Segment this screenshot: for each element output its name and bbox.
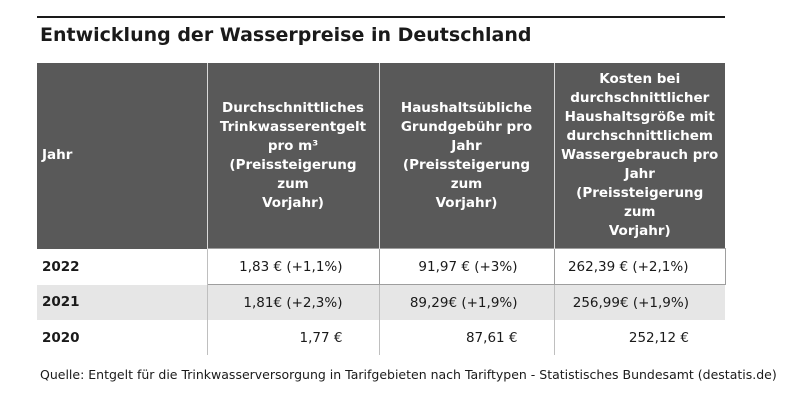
header-row: Jahr Durchschnittliches Trinkwasserentgel… — [37, 63, 725, 249]
header-line: Vorjahr) — [608, 223, 671, 239]
header-annual-cost: Kosten bei durchschnittlicher Haushaltsgrö… — [554, 63, 725, 249]
header-line: (Preissteigerung zum — [576, 185, 704, 220]
table-row: 2020 1,77 € 87,61 € 252,12 € — [37, 320, 725, 355]
price-per-m3-cell: 1,83 € (+1,1%) — [206, 248, 380, 285]
price-per-m3-cell: 1,77 € — [207, 320, 380, 355]
header-line: Kosten bei — [599, 71, 681, 87]
header-line: Vorjahr) — [262, 194, 324, 211]
header-line: Grundgebühr pro Jahr — [400, 118, 533, 154]
header-line: durchschnittlichem — [566, 128, 713, 144]
source-note: Quelle: Entgelt für die Trinkwasserverso… — [40, 367, 777, 382]
water-price-table: Jahr Durchschnittliches Trinkwasserentgel… — [37, 63, 726, 355]
header-line: Jahr — [42, 147, 73, 164]
header-price-per-m3: Durchschnittliches Trinkwasserentgelt pro … — [207, 63, 380, 249]
annual-cost-cell: 252,12 € — [554, 320, 725, 355]
base-fee-cell: 91,97 € (+3%) — [378, 248, 555, 285]
header-line: pro m³ — [267, 137, 319, 154]
header-base-fee: Haushaltsübliche Grundgebühr pro Jahr (Pre… — [379, 63, 555, 249]
header-line: Trinkwasserentgelt — [219, 118, 367, 135]
header-line: (Preissteigerung zum — [229, 156, 357, 192]
header-line: Wassergebrauch pro — [561, 147, 719, 163]
year-cell: 2020 — [37, 320, 208, 355]
year-cell: 2021 — [37, 284, 208, 320]
annual-cost-cell: 256,99€ (+1,9%) — [554, 284, 725, 320]
page-title: Entwicklung der Wasserpreise in Deutschl… — [40, 24, 532, 46]
header-line: (Preissteigerung zum — [402, 156, 531, 192]
base-fee-cell: 87,61 € — [379, 320, 555, 355]
header-line: Haushaltsgröße mit — [564, 109, 715, 125]
annual-cost-cell: 262,39 € (+2,1%) — [553, 248, 726, 285]
year-cell: 2022 — [37, 248, 208, 285]
header-year: Jahr — [37, 63, 208, 249]
header-line: Vorjahr) — [435, 194, 498, 211]
header-line: Haushaltsübliche — [400, 99, 533, 116]
base-fee-cell: 89,29€ (+1,9%) — [379, 284, 555, 320]
price-per-m3-cell: 1,81€ (+2,3%) — [207, 284, 380, 320]
title-rule — [37, 16, 725, 18]
header-line: Jahr — [624, 166, 655, 182]
header-line: durchschnittlicher — [570, 90, 710, 106]
header-line: Durchschnittliches — [222, 99, 364, 116]
table-row: 2021 1,81€ (+2,3%) 89,29€ (+1,9%) 256,99… — [37, 284, 725, 320]
table-row: 2022 1,83 € (+1,1%) 91,97 € (+3%) 262,39… — [37, 248, 726, 285]
